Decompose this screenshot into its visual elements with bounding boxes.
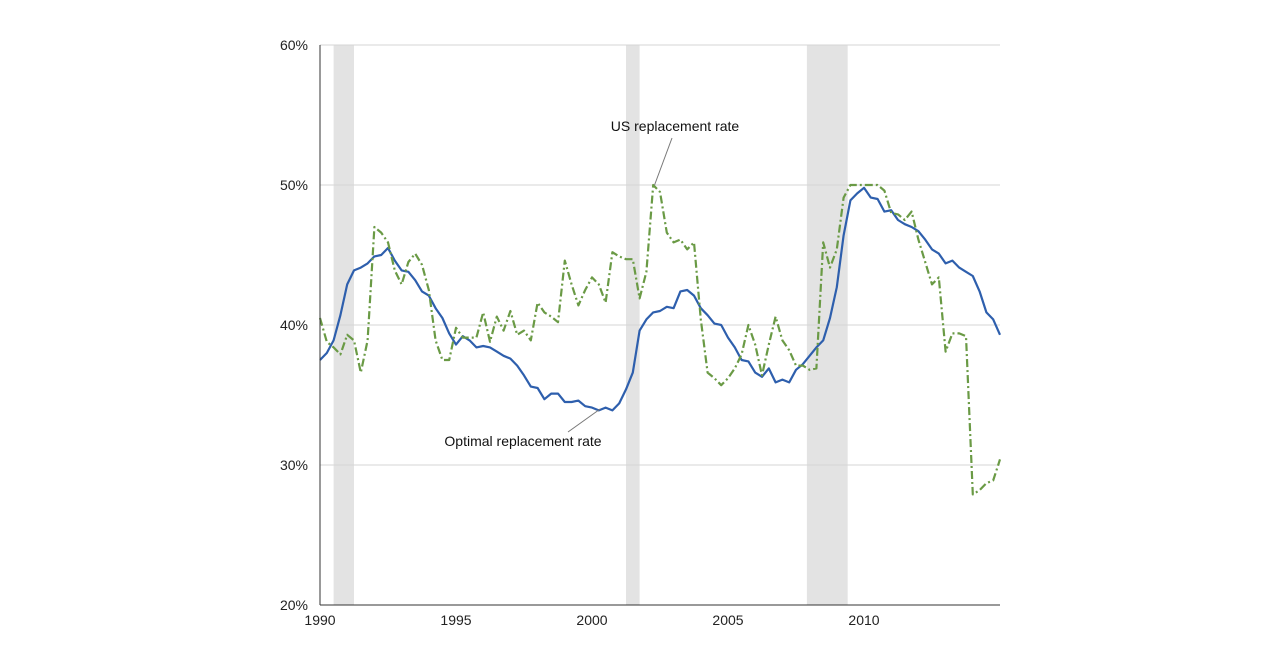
series-lines <box>318 183 1002 496</box>
optimal-rate-leader-line <box>567 408 601 433</box>
y-axis-ticks: 20% 30% 40% 50% 60% <box>280 37 308 613</box>
y-tick-label: 20% <box>280 597 308 613</box>
y-tick-label: 60% <box>280 37 308 53</box>
optimal-rate-annotation: Optimal replacement rate <box>444 433 601 449</box>
annotations: US replacement rate Optimal replacement … <box>444 118 739 449</box>
y-tick-label: 30% <box>280 457 308 473</box>
y-tick-label: 40% <box>280 317 308 333</box>
x-tick-label: 1990 <box>304 612 335 628</box>
gridlines <box>320 44 1000 466</box>
optimal-rate-line <box>319 186 1002 412</box>
x-tick-label: 2010 <box>848 612 879 628</box>
y-tick-label: 50% <box>280 177 308 193</box>
us-rate-line <box>318 183 1002 496</box>
x-tick-label: 2005 <box>712 612 743 628</box>
x-axis-ticks: 1990 1995 2000 2005 2010 <box>304 612 879 628</box>
x-tick-label: 2000 <box>576 612 607 628</box>
us-rate-annotation: US replacement rate <box>611 118 740 134</box>
x-tick-label: 1995 <box>440 612 471 628</box>
us-rate-leader-line <box>654 137 673 186</box>
